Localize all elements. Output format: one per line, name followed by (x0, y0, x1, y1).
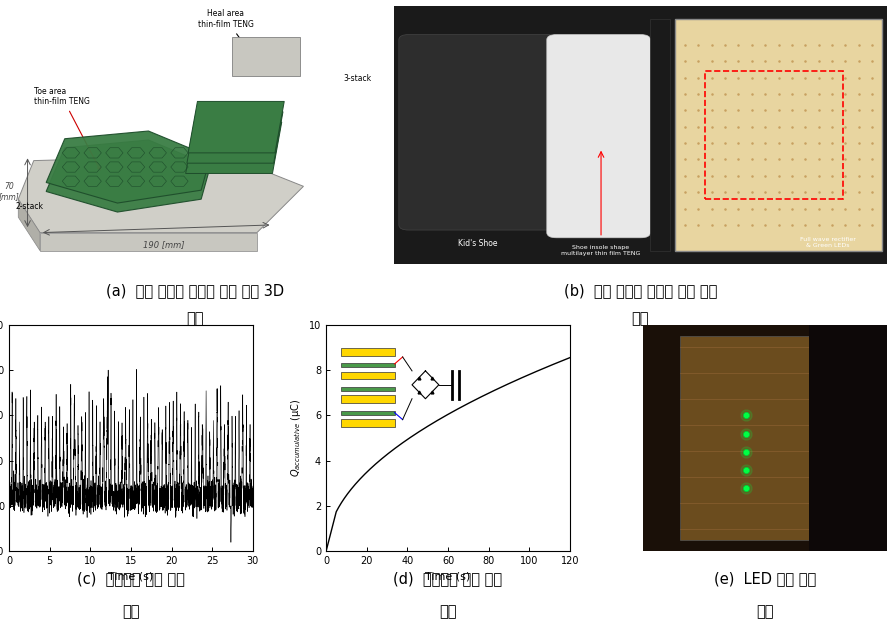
Text: (b)  신발 삽입형 에너지 수확 소자: (b) 신발 삽입형 에너지 수확 소자 (564, 284, 717, 299)
Text: 결과: 결과 (122, 604, 140, 619)
Polygon shape (18, 156, 304, 232)
FancyBboxPatch shape (232, 37, 300, 76)
Text: Shoe insole shape
multilayer thin film TENG: Shoe insole shape multilayer thin film T… (562, 246, 641, 256)
Text: 사진: 사진 (756, 604, 774, 619)
Text: 2-stack: 2-stack (15, 202, 43, 211)
Polygon shape (187, 112, 283, 163)
Text: (e)  LED 점등 실험: (e) LED 점등 실험 (714, 571, 816, 586)
FancyBboxPatch shape (399, 34, 556, 230)
Text: Kid's Shoe: Kid's Shoe (458, 239, 497, 248)
Y-axis label: $Q_{accumulative}$ (µC): $Q_{accumulative}$ (µC) (289, 399, 304, 478)
X-axis label: Time (s): Time (s) (426, 572, 470, 582)
Text: (d)  커패시터 충전 실험: (d) 커패시터 충전 실험 (393, 571, 503, 586)
Text: 도면: 도면 (186, 311, 203, 326)
Text: (c)  개방회로 전압 실험: (c) 개방회로 전압 실험 (77, 571, 185, 586)
Polygon shape (188, 101, 284, 153)
FancyBboxPatch shape (547, 34, 650, 238)
Text: Full wave rectifier
& Green LEDs: Full wave rectifier & Green LEDs (800, 238, 856, 248)
Text: 3-stack: 3-stack (344, 74, 372, 82)
Text: 사진: 사진 (632, 311, 650, 326)
Text: Heal area
thin-film TENG: Heal area thin-film TENG (198, 9, 261, 68)
Text: 190 [mm]: 190 [mm] (143, 240, 185, 249)
Bar (650, 19, 670, 251)
Polygon shape (185, 122, 281, 174)
Text: (a)  신발 삽입형 에너지 수확 소자 3D: (a) 신발 삽입형 에너지 수확 소자 3D (106, 284, 284, 299)
Polygon shape (18, 199, 40, 251)
Polygon shape (40, 232, 257, 251)
Polygon shape (47, 140, 211, 212)
Text: 결과: 결과 (439, 604, 457, 619)
X-axis label: Time (s): Time (s) (108, 572, 153, 582)
Polygon shape (47, 131, 211, 203)
Text: Toe area
thin-film TENG: Toe area thin-film TENG (34, 87, 100, 170)
Text: 70
[mm]: 70 [mm] (0, 182, 20, 201)
